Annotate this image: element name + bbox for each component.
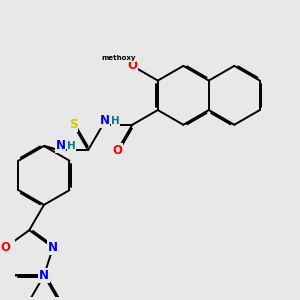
Text: H: H [67,141,76,151]
Text: O: O [112,144,123,157]
Text: N: N [56,140,65,152]
Text: O: O [127,59,137,72]
Text: N: N [39,269,49,282]
Text: methoxy: methoxy [102,55,136,61]
Text: S: S [69,118,78,131]
Text: N: N [48,241,58,254]
Text: O: O [1,241,10,254]
Text: N: N [100,114,110,127]
Text: H: H [111,116,120,126]
